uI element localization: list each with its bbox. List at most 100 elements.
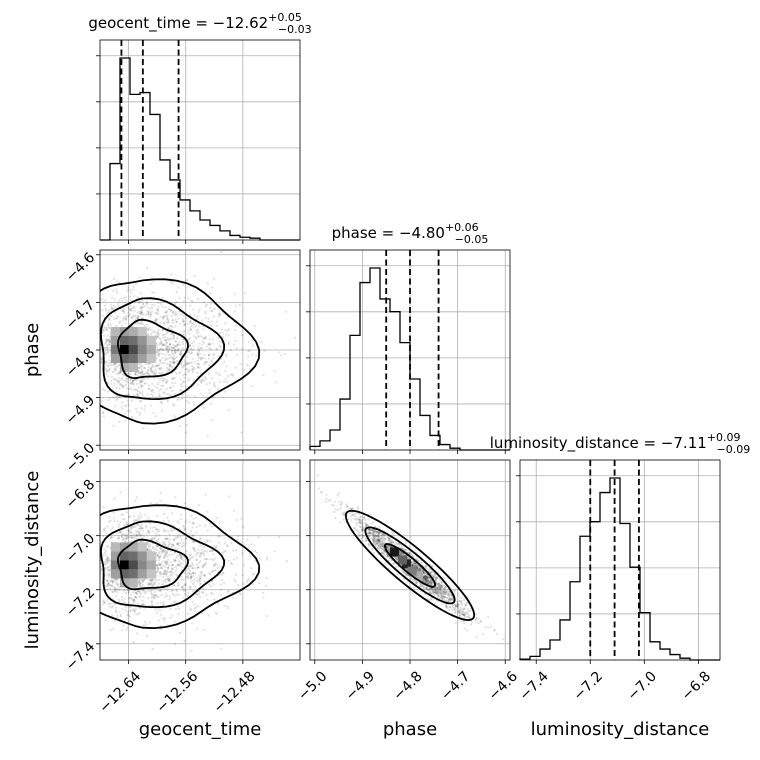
scatter-panel-geocent_time-vs-phase-point xyxy=(138,300,141,303)
scatter-panel-phase-vs-luminosity_distance-point xyxy=(372,533,375,536)
scatter-panel-geocent_time-vs-phase-point xyxy=(173,361,176,364)
scatter-panel-geocent_time-vs-luminosity_distance-point xyxy=(133,598,136,602)
scatter-panel-geocent_time-vs-luminosity_distance-point xyxy=(124,537,127,540)
scatter-panel-geocent_time-vs-luminosity_distance-point xyxy=(186,575,190,579)
scatter-panel-geocent_time-vs-phase-point xyxy=(141,372,144,375)
scatter-panel-geocent_time-vs-luminosity_distance-point xyxy=(165,570,168,573)
scatter-panel-geocent_time-vs-phase-point xyxy=(139,308,142,311)
scatter-panel-phase-vs-luminosity_distance-point xyxy=(436,594,440,598)
scatter-panel-geocent_time-vs-phase-point xyxy=(143,382,146,385)
scatter-panel-geocent_time-vs-luminosity_distance-point xyxy=(94,550,96,552)
scatter-panel-geocent_time-vs-phase-point xyxy=(163,338,166,342)
scatter-panel-geocent_time-vs-phase-point xyxy=(113,370,116,373)
scatter-panel-geocent_time-vs-luminosity_distance-point xyxy=(196,566,199,569)
scatter-panel-geocent_time-vs-luminosity_distance-point xyxy=(184,537,187,540)
scatter-panel-phase-vs-luminosity_distance-point xyxy=(443,596,447,599)
scatter-panel-phase-vs-luminosity_distance-point xyxy=(428,581,431,584)
scatter-panel-phase-vs-luminosity_distance-point xyxy=(453,590,456,593)
scatter-panel-geocent_time-vs-luminosity_distance-point xyxy=(67,524,69,526)
scatter-panel-geocent_time-vs-luminosity_distance-point xyxy=(138,578,141,581)
scatter-panel-phase-vs-luminosity_distance-point xyxy=(375,538,378,541)
scatter-panel-geocent_time-vs-luminosity_distance-point xyxy=(107,566,110,569)
scatter-panel-phase-vs-luminosity_distance-point xyxy=(446,596,449,599)
scatter-panel-geocent_time-vs-phase-point xyxy=(197,356,200,359)
scatter-panel-phase-vs-luminosity_distance-point xyxy=(377,539,380,542)
scatter-panel-geocent_time-vs-phase-point xyxy=(156,363,159,366)
scatter-panel-geocent_time-vs-luminosity_distance-point xyxy=(150,579,153,582)
scatter-panel-geocent_time-vs-phase-point xyxy=(168,363,171,366)
scatter-panel-geocent_time-vs-phase-point xyxy=(189,328,193,331)
scatter-panel-geocent_time-vs-phase-point xyxy=(180,360,183,363)
scatter-panel-geocent_time-vs-luminosity_distance-point xyxy=(138,595,141,598)
scatter-panel-phase-vs-luminosity_distance-point xyxy=(415,581,418,584)
scatter-panel-geocent_time-vs-luminosity_distance-point xyxy=(180,545,183,548)
scatter-panel-geocent_time-vs-phase-point xyxy=(182,320,185,323)
scatter-panel-geocent_time-vs-phase-contour xyxy=(116,318,189,380)
scatter-panel-geocent_time-vs-phase-point xyxy=(113,298,116,301)
scatter-panel-geocent_time-vs-luminosity_distance-point xyxy=(95,531,97,533)
scatter-panel-geocent_time-vs-luminosity_distance-point xyxy=(167,520,170,523)
scatter-panel-geocent_time-vs-phase-point xyxy=(158,349,161,352)
scatter-panel-geocent_time-vs-phase-point xyxy=(197,331,200,334)
scatter-panel-phase-vs-luminosity_distance-point xyxy=(460,620,463,623)
scatter-panel-geocent_time-vs-phase-point xyxy=(102,328,105,332)
scatter-panel-geocent_time-vs-luminosity_distance-point xyxy=(156,564,159,567)
scatter-panel-phase-vs-luminosity_distance-point xyxy=(376,542,379,545)
scatter-panel-geocent_time-vs-luminosity_distance-point xyxy=(120,513,123,517)
scatter-panel-phase-vs-luminosity_distance-point xyxy=(368,531,371,534)
scatter-panel-geocent_time-vs-phase-point xyxy=(202,328,205,331)
scatter-panel-geocent_time-vs-phase-point xyxy=(140,311,143,314)
scatter-panel-phase-vs-luminosity_distance-point xyxy=(419,582,422,585)
scatter-panel-geocent_time-vs-luminosity_distance-point xyxy=(193,609,196,612)
scatter-panel-geocent_time-vs-phase-point xyxy=(140,392,143,395)
scatter-panel-geocent_time-vs-phase-point xyxy=(103,389,106,392)
scatter-panel-phase-vs-luminosity_distance-point xyxy=(415,581,418,585)
scatter-panel-geocent_time-vs-phase-density-cell xyxy=(137,345,147,354)
scatter-panel-geocent_time-vs-phase-point xyxy=(115,291,119,294)
scatter-panel-geocent_time-vs-luminosity_distance-point xyxy=(191,601,194,604)
scatter-panel-geocent_time-vs-luminosity_distance-point xyxy=(189,585,192,588)
scatter-panel-phase-vs-luminosity_distance-point xyxy=(420,585,423,588)
scatter-panel-geocent_time-vs-phase-point xyxy=(159,338,162,341)
scatter-panel-geocent_time-vs-phase-point xyxy=(192,325,195,329)
scatter-panel-geocent_time-vs-phase-point xyxy=(182,333,185,336)
scatter-panel-geocent_time-vs-phase-point xyxy=(224,378,227,381)
scatter-panel-geocent_time-vs-luminosity_distance-point xyxy=(176,584,179,587)
scatter-panel-geocent_time-vs-luminosity_distance-point xyxy=(166,588,169,592)
scatter-panel-geocent_time-vs-phase-point xyxy=(167,368,170,371)
scatter-panel-geocent_time-vs-phase-point xyxy=(167,321,170,324)
scatter-panel-geocent_time-vs-luminosity_distance-point xyxy=(220,583,223,586)
scatter-panel-phase-vs-luminosity_distance-point xyxy=(440,595,443,598)
ytick-label-phase: −4.9 xyxy=(63,393,98,428)
scatter-panel-geocent_time-vs-phase-point xyxy=(151,388,155,391)
scatter-panel-geocent_time-vs-luminosity_distance-point xyxy=(109,536,113,539)
scatter-panel-geocent_time-vs-luminosity_distance-point xyxy=(135,613,138,616)
scatter-panel-geocent_time-vs-luminosity_distance-point xyxy=(134,596,137,599)
scatter-panel-geocent_time-vs-phase-point xyxy=(179,371,182,374)
scatter-panel-geocent_time-vs-phase-point xyxy=(115,394,119,397)
scatter-panel-geocent_time-vs-luminosity_distance-point xyxy=(109,559,112,562)
scatter-panel-geocent_time-vs-luminosity_distance-point xyxy=(197,504,200,507)
scatter-panel-geocent_time-vs-phase-point xyxy=(224,353,228,356)
scatter-panel-geocent_time-vs-luminosity_distance-point xyxy=(209,540,212,543)
scatter-panel-geocent_time-vs-luminosity_distance-point xyxy=(127,532,130,536)
scatter-panel-phase-vs-luminosity_distance-point xyxy=(448,590,451,593)
scatter-panel-geocent_time-vs-luminosity_distance-point xyxy=(176,555,179,558)
scatter-panel-geocent_time-vs-luminosity_distance-point xyxy=(150,592,153,595)
scatter-panel-geocent_time-vs-phase-point xyxy=(138,276,141,279)
scatter-panel-phase-vs-luminosity_distance-point xyxy=(382,533,385,536)
scatter-panel-phase-vs-luminosity_distance-point xyxy=(430,587,433,590)
xtick-label-luminosity_distance: −7.0 xyxy=(625,668,660,703)
scatter-panel-geocent_time-vs-phase-point xyxy=(217,373,220,376)
scatter-panel-phase-vs-luminosity_distance-point xyxy=(380,534,383,537)
scatter-panel-geocent_time-vs-phase-point xyxy=(239,362,242,366)
scatter-panel-geocent_time-vs-phase-point xyxy=(159,401,162,404)
scatter-panel-phase-vs-luminosity_distance-point xyxy=(412,580,415,583)
scatter-panel-geocent_time-vs-phase-point xyxy=(138,366,141,369)
scatter-panel-phase-vs-luminosity_distance-point xyxy=(382,542,385,545)
scatter-panel-geocent_time-vs-phase-point xyxy=(174,371,177,374)
scatter-panel-phase-vs-luminosity_distance-point xyxy=(382,552,386,556)
scatter-panel-geocent_time-vs-phase-point xyxy=(119,383,122,386)
scatter-panel-geocent_time-vs-phase-point xyxy=(193,367,196,370)
scatter-panel-geocent_time-vs-luminosity_distance-point xyxy=(168,579,171,582)
